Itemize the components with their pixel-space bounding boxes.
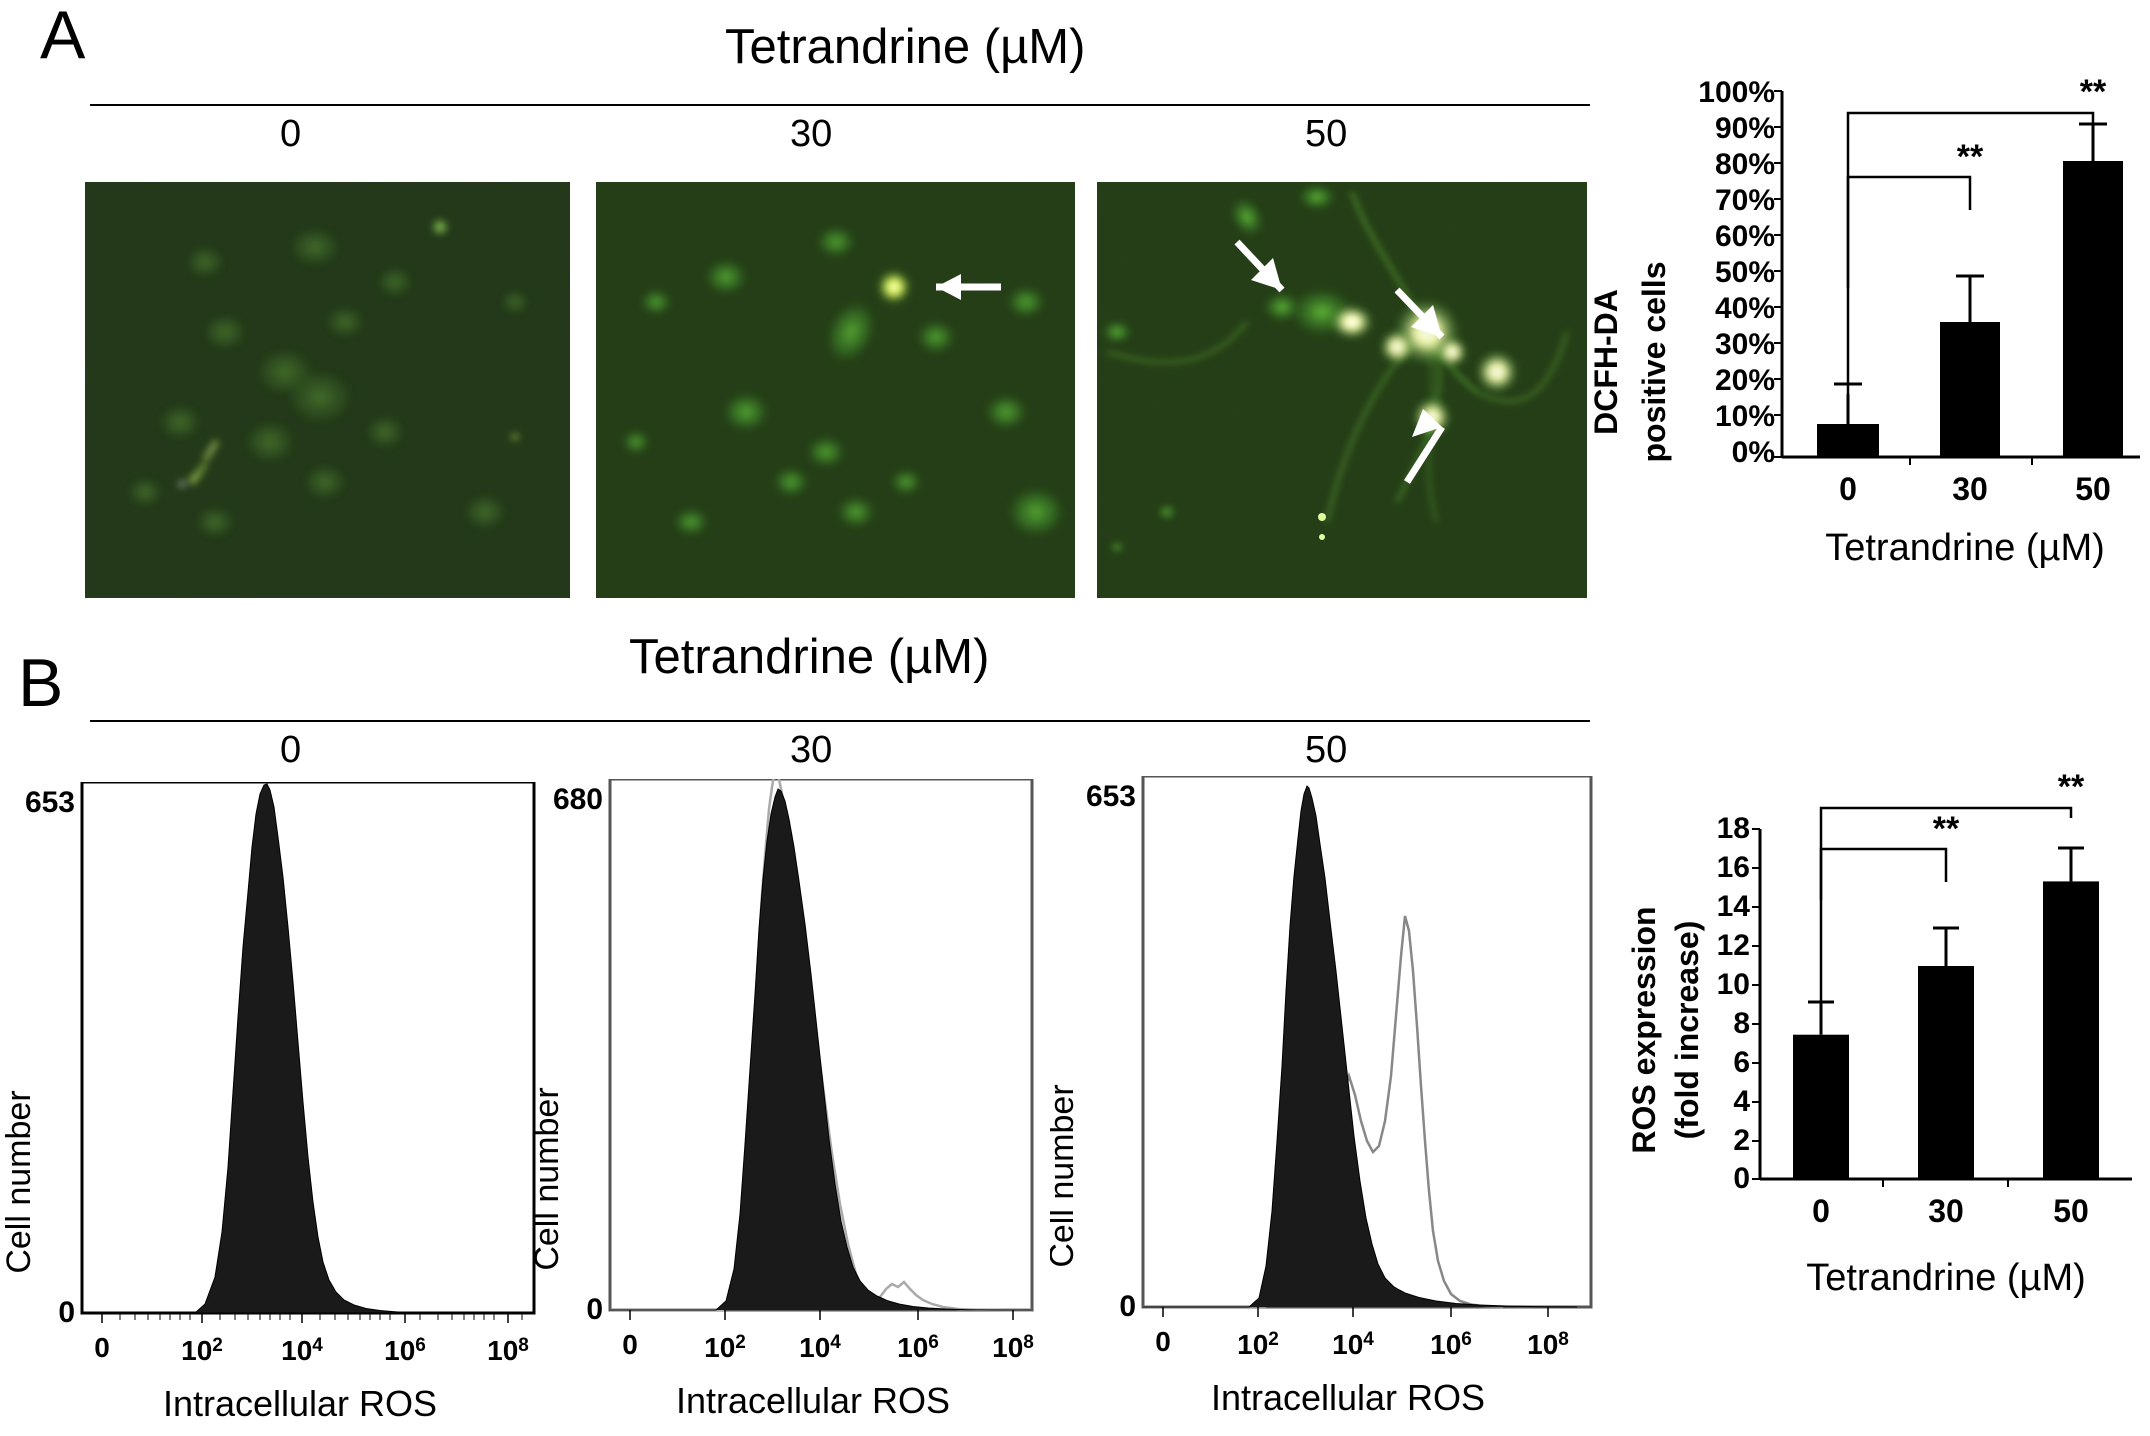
svg-text:**: ** xyxy=(1957,138,1984,176)
svg-text:**: ** xyxy=(2058,768,2085,806)
svg-text:(fold increase): (fold increase) xyxy=(1669,921,1705,1140)
svg-text:0: 0 xyxy=(1812,1193,1830,1229)
svg-text:30: 30 xyxy=(1952,471,1988,507)
svg-text:6: 6 xyxy=(1733,1046,1750,1079)
svg-text:70%: 70% xyxy=(1715,184,1775,217)
svg-text:2: 2 xyxy=(1733,1124,1750,1157)
svg-text:18: 18 xyxy=(1717,812,1750,845)
svg-text:Tetrandrine (µM): Tetrandrine (µM) xyxy=(1806,1257,2086,1299)
svg-text:positive cells: positive cells xyxy=(1636,262,1672,463)
svg-text:8: 8 xyxy=(1733,1007,1750,1040)
svg-text:ROS expression: ROS expression xyxy=(1626,906,1662,1153)
svg-text:40%: 40% xyxy=(1715,292,1775,325)
svg-text:0%: 0% xyxy=(1732,436,1775,469)
svg-text:50: 50 xyxy=(2075,471,2111,507)
svg-text:Tetrandrine (µM): Tetrandrine (µM) xyxy=(1825,527,2105,569)
svg-text:16: 16 xyxy=(1717,851,1750,884)
svg-text:12: 12 xyxy=(1717,929,1750,962)
svg-text:80%: 80% xyxy=(1715,148,1775,181)
svg-text:60%: 60% xyxy=(1715,220,1775,253)
svg-text:30: 30 xyxy=(1928,1193,1964,1229)
svg-text:DCFH-DA: DCFH-DA xyxy=(1588,289,1624,435)
svg-text:**: ** xyxy=(2080,73,2107,111)
svg-text:**: ** xyxy=(1933,810,1960,848)
svg-text:10: 10 xyxy=(1717,968,1750,1001)
svg-text:20%: 20% xyxy=(1715,364,1775,397)
svg-text:50: 50 xyxy=(2053,1193,2089,1229)
svg-text:Intracellular ROS: Intracellular ROS xyxy=(676,1380,950,1421)
svg-text:Intracellular ROS: Intracellular ROS xyxy=(163,1383,437,1424)
svg-text:Intracellular ROS: Intracellular ROS xyxy=(1211,1377,1485,1418)
svg-text:100%: 100% xyxy=(1698,76,1775,109)
svg-text:10%: 10% xyxy=(1715,400,1775,433)
svg-text:14: 14 xyxy=(1717,890,1751,923)
svg-text:0: 0 xyxy=(1839,471,1857,507)
svg-text:30%: 30% xyxy=(1715,328,1775,361)
svg-text:50%: 50% xyxy=(1715,256,1775,289)
svg-text:0: 0 xyxy=(1733,1162,1750,1195)
svg-text:4: 4 xyxy=(1733,1085,1750,1118)
svg-text:90%: 90% xyxy=(1715,112,1775,145)
